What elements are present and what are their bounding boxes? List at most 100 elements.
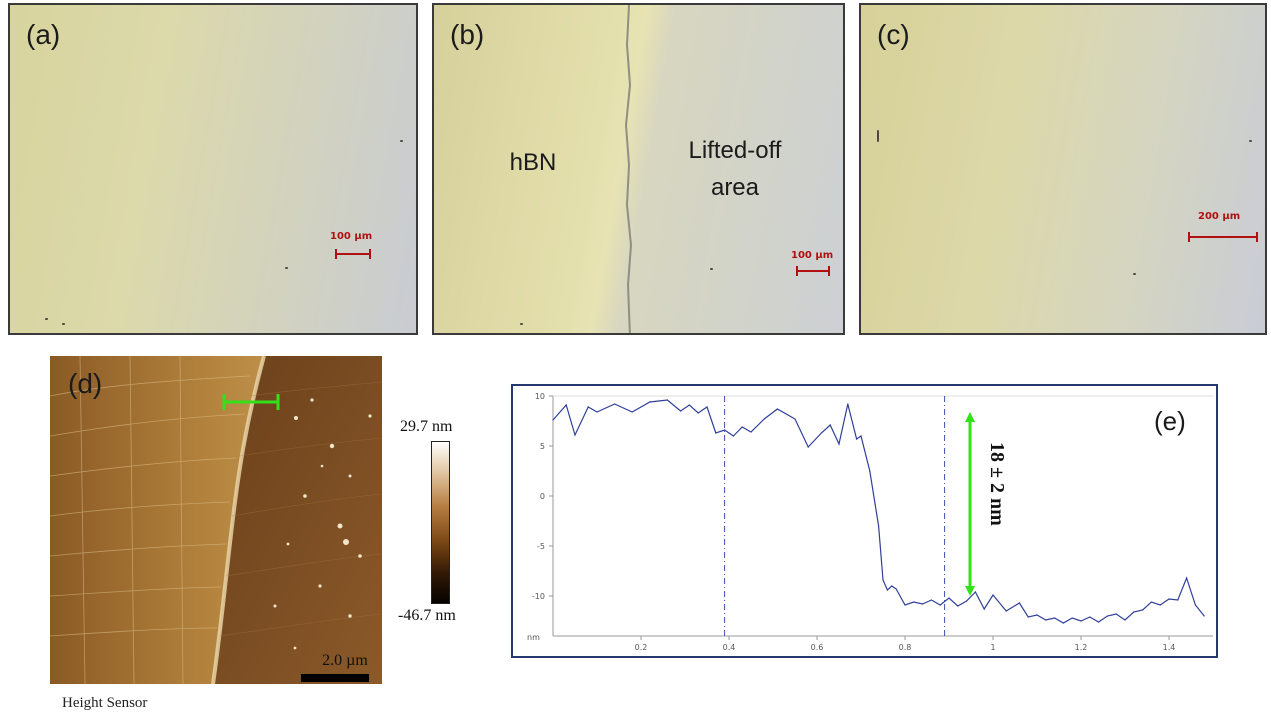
profile-point <box>1124 619 1126 621</box>
profile-point <box>882 579 884 581</box>
profile-point <box>820 432 822 434</box>
profile-point <box>666 399 668 401</box>
micrograph-c: (c) 200 µm <box>859 3 1267 335</box>
hbn-edge-boundary <box>624 5 633 333</box>
colorbar-min-label: -46.7 nm <box>398 607 456 624</box>
profile-point <box>1150 601 1152 603</box>
debris-speck <box>1133 273 1136 275</box>
profile-point <box>732 435 734 437</box>
profile-point <box>829 424 831 426</box>
profile-point <box>750 431 752 433</box>
profile-point <box>715 432 717 434</box>
profile-point <box>1142 609 1144 611</box>
profile-measurement-line <box>222 394 280 410</box>
profile-point <box>706 406 708 408</box>
profile-point <box>913 601 915 603</box>
panel-label-c: (c) <box>877 19 910 50</box>
panel-label-a: (a) <box>26 19 61 50</box>
profile-point <box>649 401 651 403</box>
debris-speck <box>710 268 713 270</box>
profile-point <box>1027 616 1029 618</box>
profile-point <box>886 589 888 591</box>
region-label-lifted-off-line2: area <box>710 174 760 201</box>
profile-point <box>697 412 699 414</box>
profile-point <box>763 418 765 420</box>
height-colorbar <box>431 441 450 604</box>
afm-scale-bar <box>301 674 369 682</box>
scale-bar-a <box>335 249 371 259</box>
x-tick-label: 1 <box>990 643 995 652</box>
panel-label-e: (e) <box>1154 406 1186 436</box>
profile-point <box>688 404 690 406</box>
x-tick-label: 1.2 <box>1075 643 1088 652</box>
y-tick-label: 0 <box>540 492 545 501</box>
afm-caption: Height Sensor <box>62 695 148 711</box>
profile-point <box>596 411 598 413</box>
profile-point <box>1168 598 1170 600</box>
profile-point <box>614 403 616 405</box>
profile-point <box>574 434 576 436</box>
profile-point <box>794 418 796 420</box>
profile-point <box>1203 615 1205 617</box>
micrograph-b: (b) hBN Lifted-off area 100 µm <box>432 3 845 335</box>
profile-point <box>1036 614 1038 616</box>
profile-point <box>1018 602 1020 604</box>
profile-point <box>1098 621 1100 623</box>
debris-speck <box>285 267 288 269</box>
profile-point <box>1089 616 1091 618</box>
region-label-hbn: hBN <box>509 149 557 176</box>
profile-point <box>860 435 862 437</box>
scale-bar-c <box>1188 232 1258 242</box>
profile-plot: 0.2 0.4 0.6 0.8 1 1.2 1.4 10 5 0 -5 -10 nm 18 ± 2 nm (… <box>527 392 1213 652</box>
x-tick-label: 1.4 <box>1163 643 1176 652</box>
profile-point <box>838 443 840 445</box>
scale-bar-label-b: 100 µm <box>791 250 834 261</box>
profile-point <box>891 585 893 587</box>
profile-point <box>1080 620 1082 622</box>
profile-point <box>948 597 950 599</box>
debris-speck <box>1249 140 1252 142</box>
profile-point <box>974 591 976 593</box>
profile-point <box>680 410 682 412</box>
profile-point <box>922 603 924 605</box>
debris-speck <box>877 130 879 142</box>
profile-point <box>856 438 858 440</box>
profile-point <box>1133 611 1135 613</box>
profile-point <box>957 605 959 607</box>
x-tick-label: 0.4 <box>723 643 736 652</box>
debris-speck <box>45 318 48 320</box>
scale-bar-b <box>796 266 830 276</box>
profile-point <box>895 588 897 590</box>
panel-label-b: (b) <box>450 19 485 50</box>
x-tick-label: 0.2 <box>635 643 648 652</box>
profile-point <box>1054 617 1056 619</box>
profile-point <box>1186 577 1188 579</box>
step-height-arrow-head-bottom <box>965 586 975 596</box>
profile-point <box>1194 604 1196 606</box>
profile-point <box>631 411 633 413</box>
profile-point <box>904 604 906 606</box>
profile-point <box>807 446 809 448</box>
height-profile-series <box>552 399 1205 624</box>
afm-height-image: (d) 2.0 µm <box>50 356 382 684</box>
region-label-lifted-off-line1: Lifted-off <box>688 137 782 164</box>
afm-scale-bar-label: 2.0 µm <box>322 652 368 669</box>
profile-point <box>966 600 968 602</box>
profile-point <box>1115 613 1117 615</box>
profile-point <box>869 470 871 472</box>
profile-point <box>992 594 994 596</box>
profile-point <box>776 408 778 410</box>
debris-speck <box>400 140 403 142</box>
y-tick-label: -10 <box>532 592 545 601</box>
profile-point <box>1159 604 1161 606</box>
micrograph-a: (a) 100 µm <box>8 3 418 335</box>
x-tick-label: 0.6 <box>811 643 824 652</box>
profile-point <box>1106 615 1108 617</box>
colorbar-max-label: 29.7 nm <box>400 418 453 435</box>
profile-point <box>1177 599 1179 601</box>
y-tick-label: 5 <box>540 442 545 451</box>
profile-point <box>565 404 567 406</box>
step-height-arrow-head-top <box>965 412 975 422</box>
profile-point <box>552 419 554 421</box>
height-profile-chart: 0.2 0.4 0.6 0.8 1 1.2 1.4 10 5 0 -5 -10 nm 18 ± 2 nm (… <box>511 384 1218 658</box>
